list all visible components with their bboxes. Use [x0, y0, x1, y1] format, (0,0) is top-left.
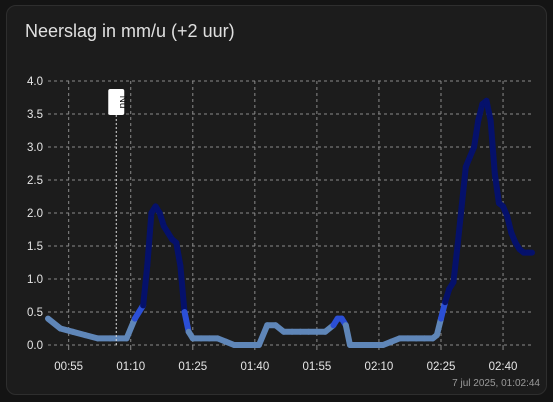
x-tick-label: 01:40 — [240, 361, 269, 373]
y-tick-label: 3.0 — [27, 142, 43, 154]
y-tick-label: 1.0 — [27, 274, 43, 286]
precipitation-line-segment — [255, 322, 271, 348]
precipitation-line-segment — [173, 239, 184, 269]
precipitation-line-segment — [140, 262, 151, 309]
card-title: Neerslag in mm/u (+2 uur) — [25, 21, 235, 41]
y-tick-label: 4.0 — [27, 76, 43, 88]
precipitation-line-segment — [181, 309, 192, 335]
series-layer — [45, 97, 535, 348]
grid-layer — [48, 80, 532, 346]
precipitation-line-segment — [491, 170, 502, 207]
y-tick-label: 0.5 — [27, 307, 43, 319]
x-tick-label: 02:25 — [427, 361, 456, 373]
x-tick-label: 02:40 — [489, 361, 518, 373]
y-tick-label: 2.0 — [27, 208, 43, 220]
precipitation-line-segment — [177, 262, 188, 315]
precipitation-line-segment — [471, 117, 482, 150]
precipitation-line-segment — [342, 322, 353, 348]
axis-layer: 0.0 0.5 1.0 1.5 2.0 2.5 3.0 3.5 4.0 00:55 01:10 01:… — [27, 76, 517, 373]
precipitation-line-segment — [483, 97, 494, 124]
now-marker-badge — [108, 89, 125, 115]
precipitation-line-segment — [458, 163, 469, 210]
x-tick-label: 01:25 — [178, 361, 207, 373]
y-tick-label: 3.5 — [27, 109, 43, 121]
y-tick-label: 2.5 — [27, 175, 43, 187]
precipitation-line-segment — [450, 243, 461, 286]
y-tick-label: 1.5 — [27, 241, 43, 253]
precipitation-line-segment — [487, 117, 498, 177]
now-marker-label: Nu — [117, 96, 128, 109]
x-tick-label: 01:55 — [302, 361, 331, 373]
x-tick-label: 00:55 — [54, 361, 83, 373]
precipitation-line-segment — [123, 315, 138, 342]
precipitation-card: Neerslag in mm/u (+2 uur) 7 jul 2025, 01… — [6, 5, 547, 395]
now-marker-layer: Nu — [108, 89, 128, 345]
precipitation-line-segment — [454, 203, 465, 249]
precipitation-line-segment — [144, 210, 155, 269]
x-tick-label: 01:10 — [116, 361, 145, 373]
x-tick-label: 02:10 — [365, 361, 394, 373]
last-updated-timestamp: 7 jul 2025, 01:02:44 — [452, 378, 540, 389]
y-tick-label: 0.0 — [27, 340, 43, 352]
